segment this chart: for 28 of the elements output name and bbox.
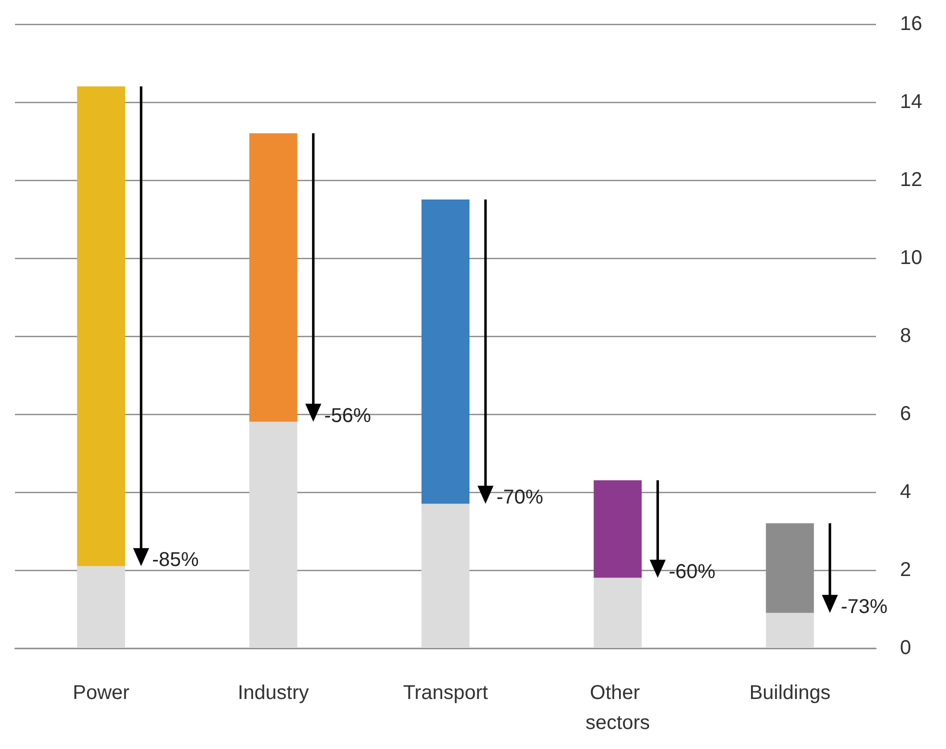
annotation: -70% [496, 486, 544, 509]
bar [422, 200, 470, 504]
bar [766, 612, 814, 648]
annotation: -73% [840, 596, 888, 618]
bar [249, 422, 298, 648]
bar [594, 480, 642, 578]
y-tick-label: 4 [900, 481, 912, 503]
x-tick-label: Industry [238, 682, 309, 704]
y-tick-label: 2 [900, 559, 912, 581]
x-tick-label: Buildings [749, 682, 830, 704]
x-tick-label: Power [72, 682, 130, 704]
annotation: -56% [324, 404, 372, 427]
bar [249, 133, 298, 422]
y-tick-label: 10 [900, 247, 922, 269]
annotation: -85% [152, 549, 200, 572]
y-tick-label: 6 [900, 403, 912, 425]
bar [77, 566, 126, 648]
bar [77, 86, 126, 566]
annotation: -60% [668, 560, 716, 583]
x-tick-label: Other sectors [585, 682, 650, 734]
y-tick-label: 14 [900, 91, 922, 113]
y-tick-label: 0 [900, 637, 912, 659]
y-tick-label: 12 [900, 169, 922, 191]
y-tick-label: 16 [900, 13, 922, 35]
y-tick-label: 8 [900, 325, 912, 347]
x-tick-label: Transport [403, 682, 488, 704]
bar [594, 578, 642, 648]
bar [422, 504, 470, 648]
